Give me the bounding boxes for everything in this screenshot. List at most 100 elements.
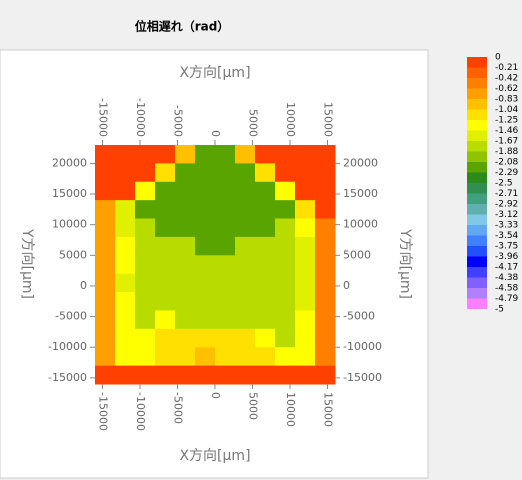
y-tick-label: -10000 xyxy=(48,340,87,353)
heat-cell xyxy=(315,236,336,256)
x-tick-label: 0 xyxy=(209,130,222,137)
heat-cell xyxy=(275,273,296,293)
y-tick-label: 15000 xyxy=(52,187,87,200)
heat-cell xyxy=(175,328,196,348)
colorbar-cell xyxy=(467,162,487,173)
heat-cell xyxy=(295,163,316,183)
y-tick-label: -10000 xyxy=(343,340,382,353)
heat-cell xyxy=(195,365,216,385)
colorbar-cell xyxy=(467,183,487,194)
colorbar-cell xyxy=(467,99,487,110)
heat-cell xyxy=(235,236,256,256)
heat-cell xyxy=(295,255,316,275)
colorbar-cell xyxy=(467,246,487,257)
heat-cell xyxy=(255,200,276,220)
heat-cell xyxy=(315,163,336,183)
heat-cell xyxy=(275,365,296,385)
heat-cell xyxy=(235,200,256,220)
heat-cell xyxy=(275,255,296,275)
heat-cell xyxy=(155,163,176,183)
heat-cell xyxy=(195,310,216,330)
colorbar-label: -3.75 xyxy=(495,242,518,252)
heat-cell xyxy=(115,273,136,293)
colorbar-label: -3.33 xyxy=(495,221,518,231)
heat-cell xyxy=(235,292,256,311)
heat-cell xyxy=(135,236,156,256)
heat-cell xyxy=(275,181,296,201)
heat-cell xyxy=(315,200,336,220)
heat-cell xyxy=(255,218,276,238)
colorbar-cell xyxy=(467,109,487,120)
heat-cell xyxy=(195,236,216,256)
heat-cell xyxy=(315,310,336,330)
heat-cell xyxy=(235,365,256,385)
heat-cell xyxy=(175,347,196,367)
colorbar-label: -2.71 xyxy=(495,189,518,199)
colorbar-label: -4.17 xyxy=(495,263,518,273)
heat-cell xyxy=(255,328,276,348)
heat-cell xyxy=(155,255,176,275)
heat-cell xyxy=(255,310,276,330)
heat-cell xyxy=(295,365,316,385)
heat-cell xyxy=(315,255,336,275)
heat-cell xyxy=(95,292,116,311)
heat-cell xyxy=(295,200,316,220)
heat-cell xyxy=(195,347,216,367)
colorbar-cell xyxy=(467,267,487,278)
heat-cell xyxy=(135,218,156,238)
heat-cell xyxy=(195,145,216,164)
colorbar-cell xyxy=(467,151,487,162)
heat-cell xyxy=(255,236,276,256)
x-tick-label: -15000 xyxy=(97,98,110,137)
colorbar-label: -3.54 xyxy=(495,231,519,241)
heat-cell xyxy=(235,163,256,183)
heat-cell xyxy=(215,347,236,367)
heat-cell xyxy=(195,328,216,348)
x-tick-label: 15000 xyxy=(322,102,335,137)
colorbar-cell xyxy=(467,225,487,236)
y-tick-label: 0 xyxy=(343,279,350,292)
heat-cell xyxy=(235,145,256,164)
colorbar-label: -1.25 xyxy=(495,116,518,126)
heat-cell xyxy=(195,255,216,275)
heat-cell xyxy=(175,236,196,256)
heat-cell xyxy=(115,328,136,348)
heat-cell xyxy=(115,236,136,256)
heat-cell xyxy=(235,310,256,330)
heat-cell xyxy=(195,200,216,220)
heat-cell xyxy=(215,273,236,293)
heat-cell xyxy=(95,218,116,238)
colorbar-label: -1.88 xyxy=(495,147,519,157)
heat-cell xyxy=(115,145,136,164)
heat-cell xyxy=(115,218,136,238)
heat-cell xyxy=(255,255,276,275)
heat-cell xyxy=(315,218,336,238)
heat-cell xyxy=(255,273,276,293)
heat-cell xyxy=(135,310,156,330)
heat-cell xyxy=(175,218,196,238)
heat-cell xyxy=(115,255,136,275)
heat-cell xyxy=(155,200,176,220)
heat-cell xyxy=(215,200,236,220)
heat-cell xyxy=(295,236,316,256)
y-tick-label: -15000 xyxy=(343,371,382,384)
heat-cell xyxy=(175,200,196,220)
colorbar-cell xyxy=(467,120,487,131)
colorbar-label: -3.96 xyxy=(495,252,519,262)
heat-cell xyxy=(295,273,316,293)
heat-cell xyxy=(175,145,196,164)
heat-cell xyxy=(95,181,116,201)
colorbar-cell xyxy=(467,214,487,225)
heat-cell xyxy=(115,292,136,311)
x-tick-label: 10000 xyxy=(284,392,297,427)
y-tick-label: 20000 xyxy=(343,156,378,169)
heat-cell xyxy=(235,328,256,348)
chart-title: 位相遅れ（rad） xyxy=(135,19,230,34)
heat-cell xyxy=(135,292,156,311)
y-axis-label: Y方向[μm] xyxy=(397,228,413,299)
heat-cell xyxy=(255,292,276,311)
heat-cell xyxy=(275,145,296,164)
heat-cell xyxy=(155,145,176,164)
x-axis-label: X方向[μm] xyxy=(179,65,250,81)
heat-cell xyxy=(175,163,196,183)
